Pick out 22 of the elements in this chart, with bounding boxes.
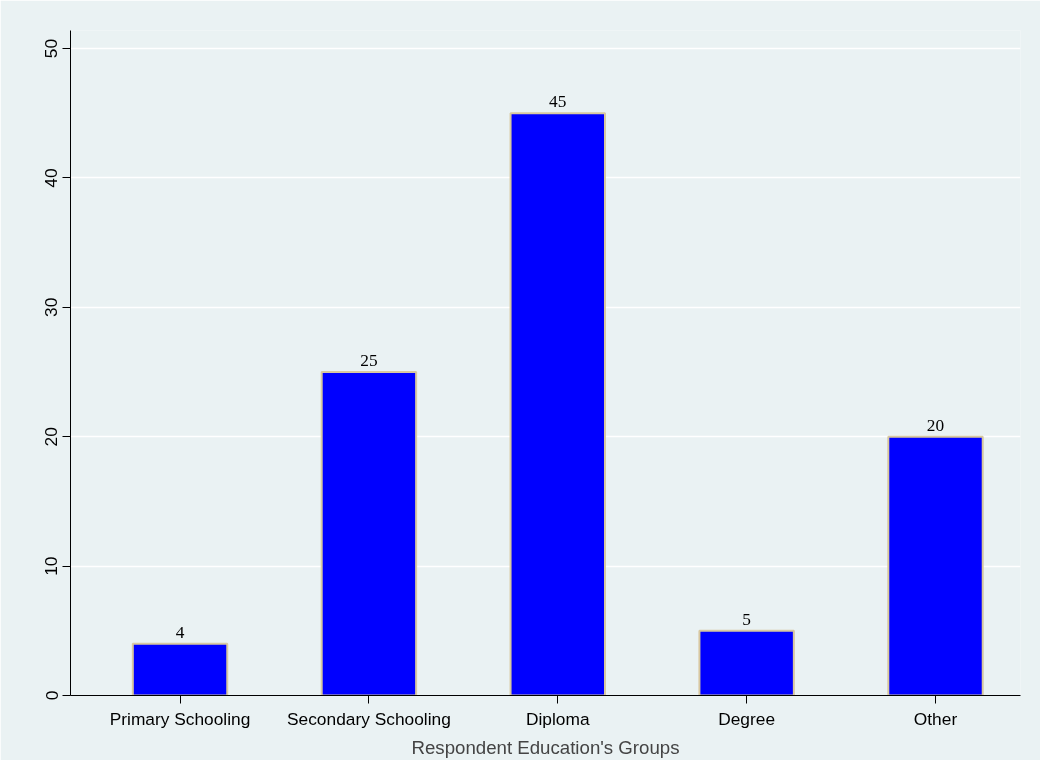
data-label: 25 bbox=[360, 351, 378, 371]
bar bbox=[509, 112, 606, 696]
bar bbox=[698, 629, 795, 696]
y-tick-label: 10 bbox=[41, 556, 62, 576]
bar bbox=[887, 435, 984, 696]
y-tick-label: 20 bbox=[41, 427, 62, 447]
x-tick-label: Primary Schooling bbox=[109, 708, 251, 729]
x-tick-label: Diploma bbox=[526, 708, 590, 729]
y-tick-label: 50 bbox=[41, 38, 62, 59]
data-label: 5 bbox=[742, 609, 751, 629]
y-tick-label: 0 bbox=[41, 690, 62, 701]
data-label: 20 bbox=[926, 415, 945, 435]
x-tick-label: Degree bbox=[718, 708, 776, 729]
data-label: 4 bbox=[175, 622, 185, 642]
x-tick-label: Secondary Schooling bbox=[287, 708, 451, 729]
bar bbox=[320, 371, 418, 696]
y-tick-label: 30 bbox=[41, 297, 62, 317]
bar bbox=[131, 642, 229, 696]
y-tick-label: 40 bbox=[41, 168, 62, 188]
x-axis-title: Respondent Education's Groups bbox=[411, 736, 680, 758]
x-tick-label: Other bbox=[913, 708, 958, 729]
data-label: 45 bbox=[549, 92, 567, 112]
